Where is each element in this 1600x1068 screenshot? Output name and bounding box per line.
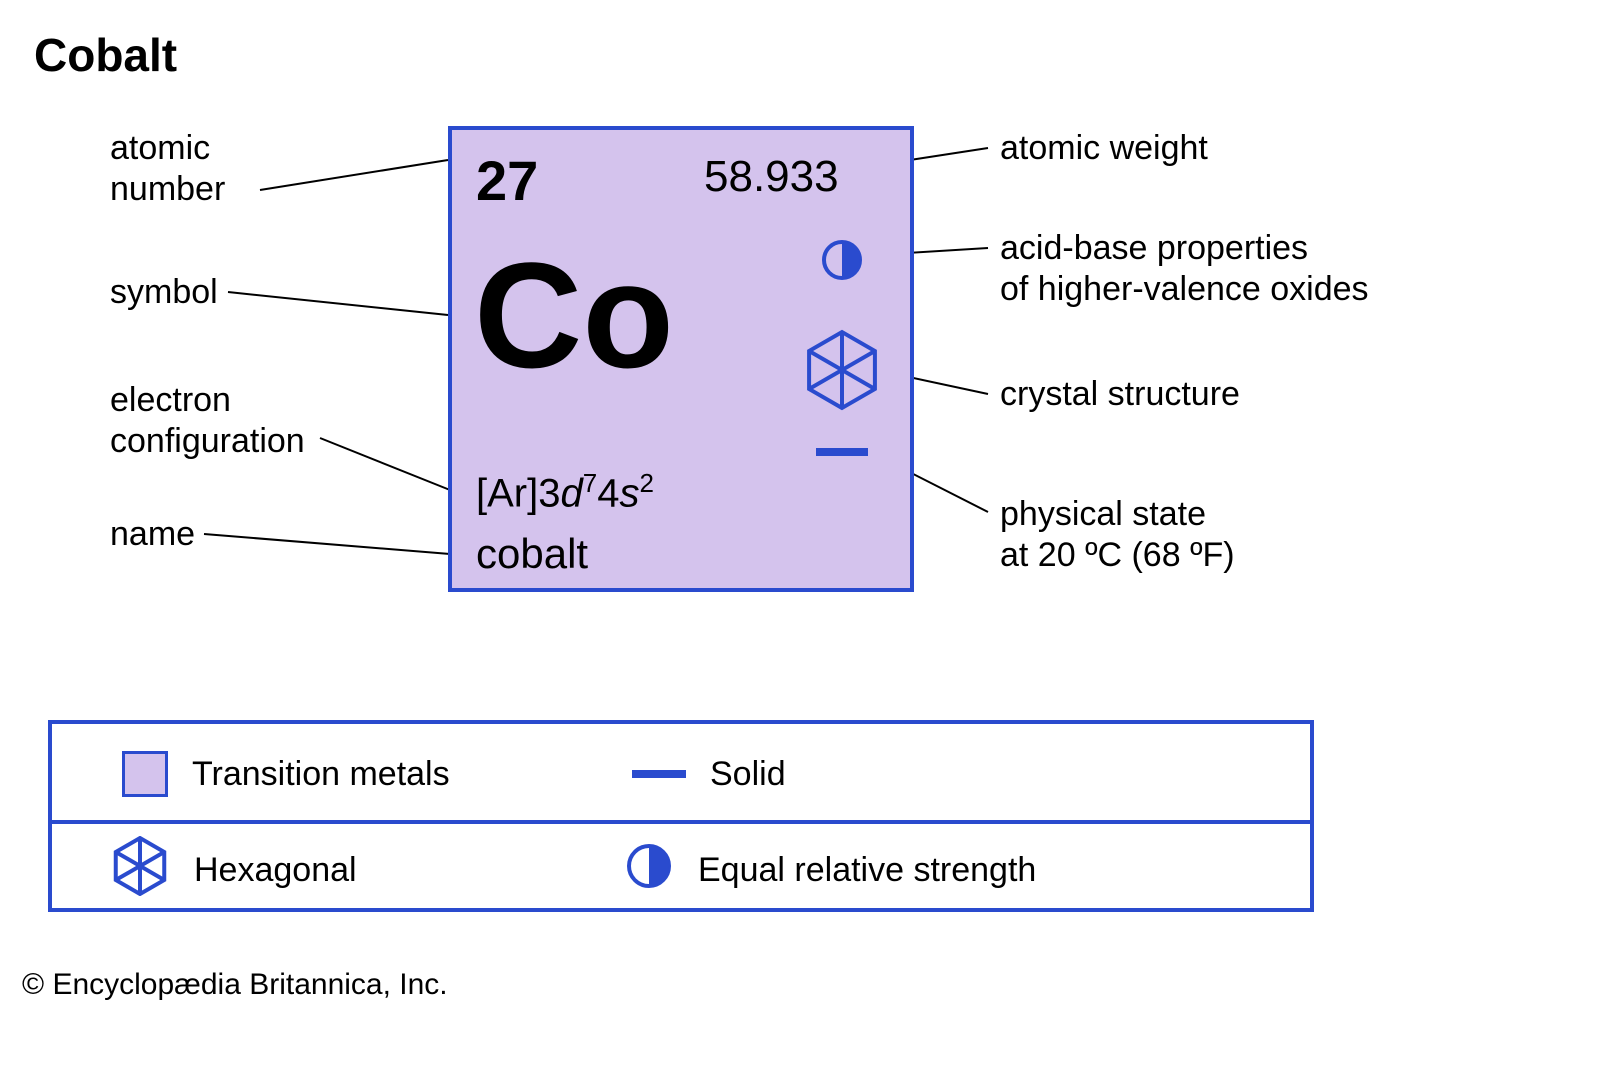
callout-label: name	[110, 514, 195, 555]
page-title: Cobalt	[34, 28, 177, 82]
callout-label: electronconfiguration	[110, 380, 305, 462]
solid-line-icon	[816, 448, 868, 456]
hexagon-icon	[809, 332, 875, 408]
legend-item: Equal relative strength	[624, 842, 1036, 898]
callout-label: crystal structure	[1000, 374, 1240, 415]
square-swatch-icon	[122, 751, 168, 797]
copyright-text: © Encyclopædia Britannica, Inc.	[22, 968, 448, 1002]
legend-item: Hexagonal	[110, 842, 357, 898]
half-circle-icon	[624, 841, 674, 900]
legend-box: Transition metals Solid Hexagonal Equal rel…	[48, 720, 1314, 912]
hexagon-icon	[110, 836, 170, 905]
callout-label: atomic weight	[1000, 128, 1208, 169]
solid-line-icon	[632, 770, 686, 778]
element-tile: 27 58.933 Co [Ar]3d74s2 cobalt	[448, 126, 914, 592]
half-circle-icon	[824, 242, 860, 278]
callout-label: atomicnumber	[110, 128, 225, 210]
legend-item: Solid	[632, 746, 786, 802]
diagram-container: Cobalt 27 58.933 Co [Ar]3d74s2 cobalt at…	[0, 0, 1600, 1068]
legend-item: Transition metals	[122, 746, 450, 802]
callout-label: symbol	[110, 272, 218, 313]
legend-label: Transition metals	[192, 755, 450, 794]
callout-label: physical stateat 20 ºC (68 ºF)	[1000, 494, 1235, 576]
legend-label: Equal relative strength	[698, 851, 1036, 890]
legend-label: Hexagonal	[194, 851, 357, 890]
legend-label: Solid	[710, 755, 786, 794]
callout-label: acid-base propertiesof higher-valence ox…	[1000, 228, 1369, 310]
tile-icons	[452, 130, 918, 596]
